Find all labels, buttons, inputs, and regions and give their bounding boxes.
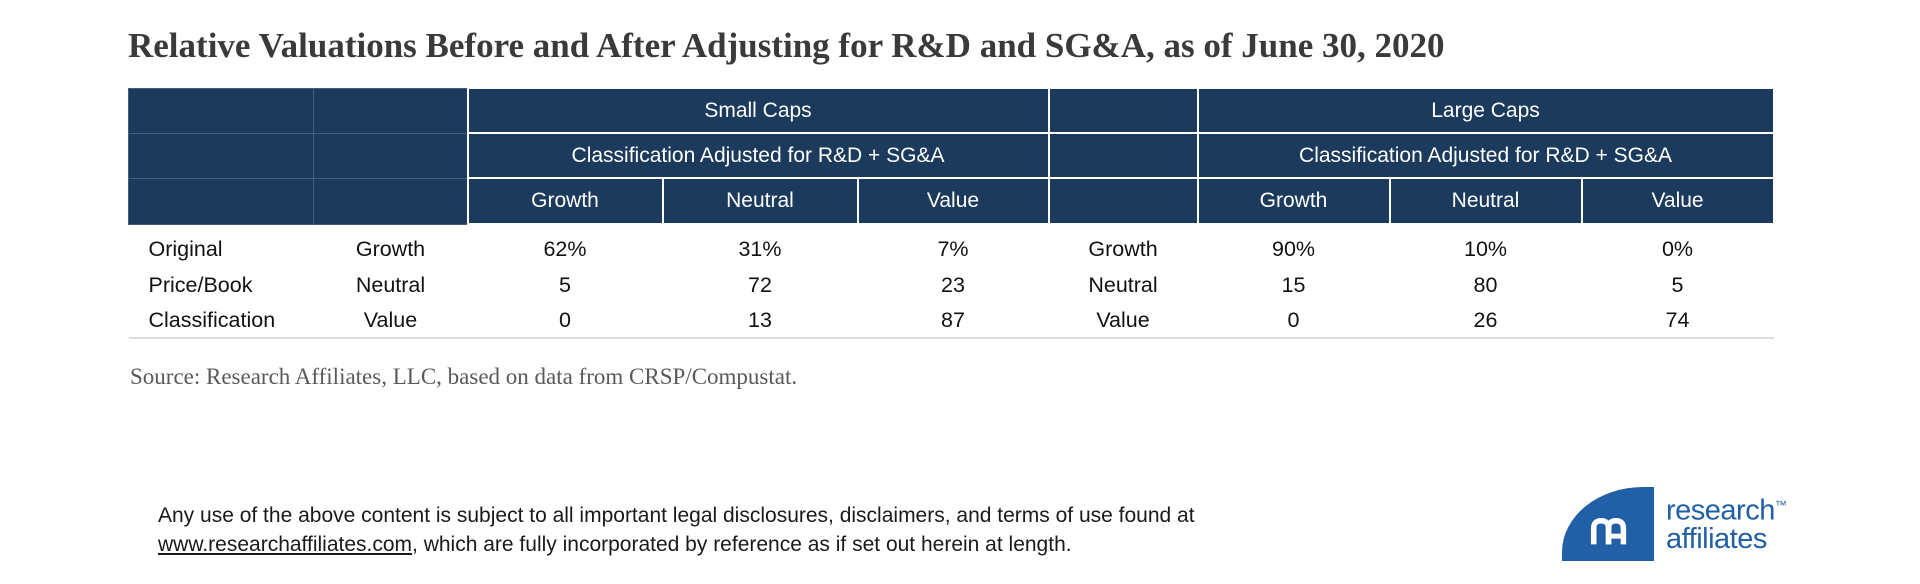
ra-monogram-icon (1562, 487, 1654, 561)
research-affiliates-logo: research™ affiliates (1562, 487, 1822, 567)
legal-disclaimer: Any use of the above content is subject … (158, 501, 1398, 559)
original-class-cell: Neutral (355, 273, 426, 297)
small-caps-group-header: Small Caps (466, 87, 1050, 134)
small-neutral-column-header: Neutral (661, 177, 859, 225)
data-cell: 10% (1463, 237, 1508, 261)
data-cell: 5 (1671, 273, 1684, 297)
logo-word-research: research (1666, 494, 1775, 527)
large-growth-column-header: Growth (1196, 177, 1391, 225)
original-class-cell: Neutral (1088, 273, 1158, 297)
logo-word-affiliates: affiliates (1666, 522, 1767, 555)
header-blank-cell (128, 87, 314, 134)
data-cell: 31% (738, 237, 782, 261)
small-caps-subheader: Classification Adjusted for R&D + SG&A (466, 132, 1050, 179)
data-cell: 74 (1581, 303, 1774, 339)
original-class-cell: Growth (355, 236, 426, 261)
header-blank-cell (313, 87, 468, 134)
header-spacer-cell (1047, 177, 1199, 225)
header-spacer-cell (1047, 132, 1199, 179)
logo-wordmark: research™ affiliates (1666, 491, 1787, 553)
header-blank-cell (313, 177, 468, 225)
data-cell: 80 (1473, 273, 1498, 297)
data-cell: 13 (662, 303, 858, 339)
disclaimer-text-line2: , which are fully incorporated by refere… (412, 533, 1072, 556)
data-cell: 87 (857, 303, 1049, 339)
original-class-cell: Value (1048, 303, 1198, 339)
valuation-table: Small Caps Large Caps Classification Adj… (128, 87, 1775, 339)
data-cell: 72 (748, 273, 772, 297)
data-cell: 23 (941, 273, 965, 297)
table-row: Price/Book Neutral 5 72 23 Neutral 15 80… (129, 268, 1774, 303)
data-cell: 26 (1389, 303, 1582, 339)
original-class-cell: Growth (1088, 237, 1158, 261)
original-class-cell: Value (313, 303, 468, 339)
source-note: Source: Research Affiliates, LLC, based … (130, 364, 798, 389)
header-blank-cell (128, 132, 314, 179)
trademark-symbol: ™ (1774, 498, 1787, 512)
header-spacer-cell (1047, 87, 1199, 134)
researchaffiliates-link[interactable]: www.researchaffiliates.com (158, 533, 413, 556)
table-row: Original Growth 62% 31% 7% Growth 90% 10… (129, 224, 1774, 268)
header-blank-cell (313, 132, 468, 179)
header-blank-cell (128, 177, 314, 225)
page-title: Relative Valuations Before and After Adj… (128, 26, 1445, 65)
data-cell: 7% (937, 237, 969, 261)
data-cell: 0 (1197, 303, 1390, 339)
data-cell: 0 (467, 303, 663, 339)
data-cell: 15 (1281, 273, 1306, 297)
small-value-column-header: Value (856, 177, 1050, 225)
table-row: Classification Value 0 13 87 Value 0 26 … (128, 303, 1774, 339)
row-label: Price/Book (148, 273, 253, 297)
disclaimer-text-line1: Any use of the above content is subject … (158, 504, 1195, 527)
row-label: Original (148, 236, 223, 261)
data-cell: 62% (543, 237, 587, 261)
large-caps-group-header: Large Caps (1196, 87, 1775, 134)
large-caps-subheader: Classification Adjusted for R&D + SG&A (1196, 132, 1775, 179)
data-cell: 0% (1661, 237, 1694, 261)
large-neutral-column-header: Neutral (1388, 177, 1583, 225)
small-growth-column-header: Growth (466, 177, 664, 225)
large-value-column-header: Value (1580, 177, 1775, 225)
row-label: Classification (128, 303, 314, 339)
data-cell: 5 (559, 273, 571, 297)
data-cell: 90% (1271, 237, 1316, 261)
